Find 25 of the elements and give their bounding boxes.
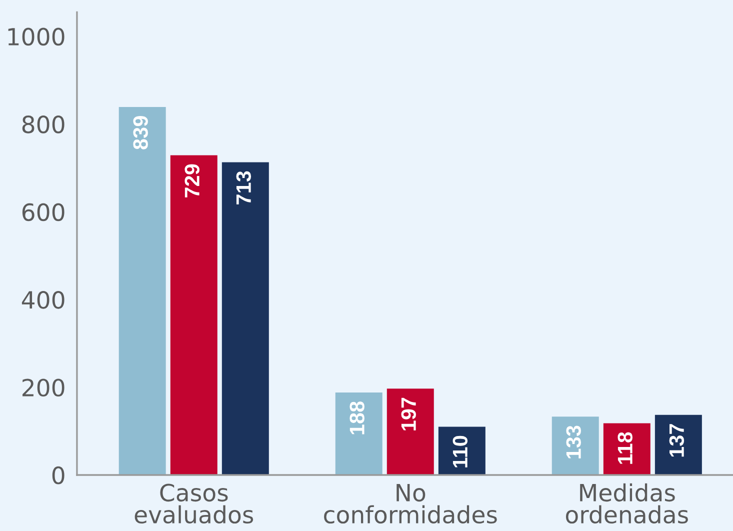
- y-tick-label: 1000: [8, 28, 64, 46]
- data-label: 713: [236, 171, 252, 204]
- bar: [170, 155, 218, 475]
- x-tick-label: No conformidades: [324, 484, 497, 524]
- data-label: 133: [566, 426, 581, 458]
- y-tick-label: 0: [52, 466, 64, 484]
- data-label: 729: [184, 164, 200, 198]
- bar: [335, 392, 382, 475]
- data-label: 188: [350, 401, 364, 434]
- bar: [386, 388, 434, 475]
- data-label: 839: [133, 116, 148, 150]
- y-tick-label: 200: [22, 378, 64, 397]
- y-tick-label: 400: [22, 290, 64, 309]
- x-tick-label: Medidas ordenadas: [566, 483, 688, 524]
- data-label: 197: [401, 398, 416, 430]
- bar: [552, 416, 599, 475]
- y-tick-label: 800: [22, 116, 64, 134]
- x-tick-label: Casos evaluados: [134, 484, 254, 524]
- bar: [118, 106, 166, 475]
- bar: [654, 414, 702, 475]
- bar: [222, 162, 269, 475]
- data-label: 137: [669, 424, 684, 457]
- data-label: 110: [452, 436, 468, 468]
- data-label: 118: [618, 432, 632, 464]
- y-tick-label: 600: [22, 203, 64, 222]
